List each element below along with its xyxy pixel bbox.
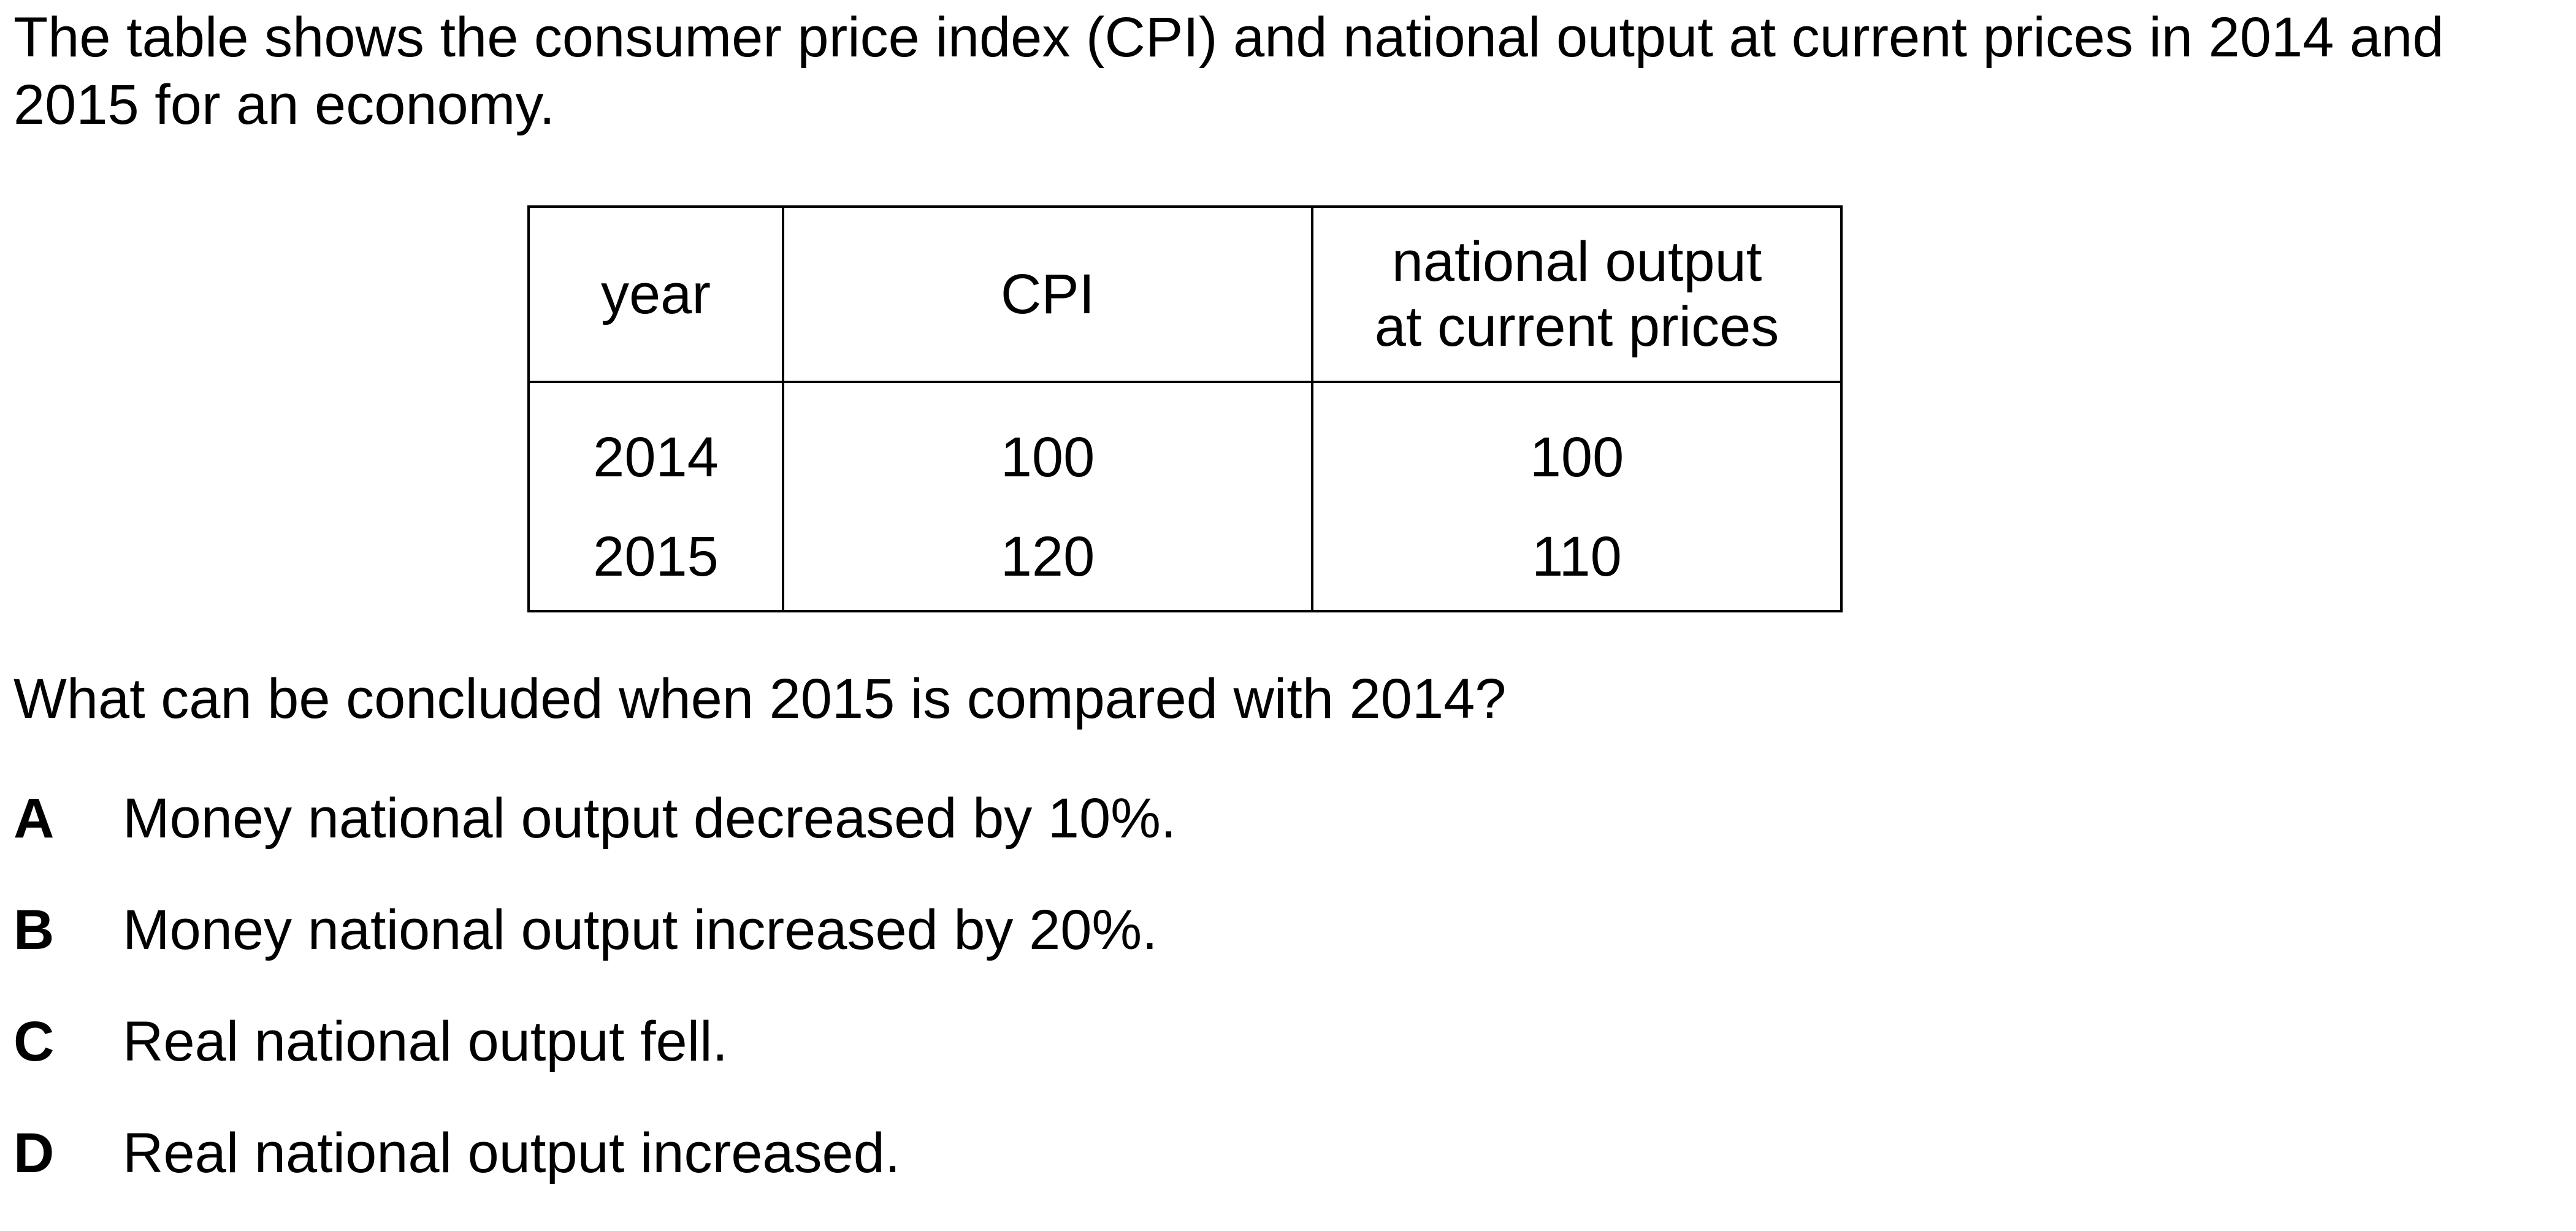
option-text: Real national output fell. — [123, 1008, 728, 1075]
cpi-output-table: year CPI national output at current pric… — [527, 205, 1843, 612]
cell-output: 100 — [1312, 382, 1841, 524]
option-letter: B — [13, 896, 123, 964]
header-national-output: national output at current prices — [1312, 207, 1841, 382]
table-row: 2015 120 110 — [529, 524, 1841, 611]
option-d[interactable]: D Real national output increased. — [13, 1119, 1177, 1231]
answer-options: A Money national output decreased by 10%… — [13, 785, 1177, 1231]
option-text: Real national output increased. — [123, 1119, 900, 1187]
header-output-line-1: national output — [1313, 229, 1840, 294]
option-c[interactable]: C Real national output fell. — [13, 1008, 1177, 1119]
intro-line-2: 2015 for an economy. — [13, 71, 2528, 139]
option-text: Money national output increased by 20%. — [123, 896, 1158, 964]
table-header-row: year CPI national output at current pric… — [529, 207, 1841, 382]
option-text: Money national output decreased by 10%. — [123, 785, 1177, 852]
cell-output: 110 — [1312, 524, 1841, 611]
option-letter: C — [13, 1008, 123, 1075]
cell-year: 2014 — [529, 382, 783, 524]
intro-text: The table shows the consumer price index… — [13, 4, 2528, 139]
cell-cpi: 120 — [783, 524, 1312, 611]
table-row: 2014 100 100 — [529, 382, 1841, 524]
header-cpi: CPI — [783, 207, 1312, 382]
option-letter: D — [13, 1119, 123, 1187]
cell-year: 2015 — [529, 524, 783, 611]
header-year: year — [529, 207, 783, 382]
option-a[interactable]: A Money national output decreased by 10%… — [13, 785, 1177, 896]
option-b[interactable]: B Money national output increased by 20%… — [13, 896, 1177, 1008]
option-letter: A — [13, 785, 123, 852]
cell-cpi: 100 — [783, 382, 1312, 524]
intro-line-1: The table shows the consumer price index… — [13, 4, 2528, 71]
question-text: What can be concluded when 2015 is compa… — [13, 665, 1506, 733]
header-output-line-2: at current prices — [1313, 294, 1840, 359]
